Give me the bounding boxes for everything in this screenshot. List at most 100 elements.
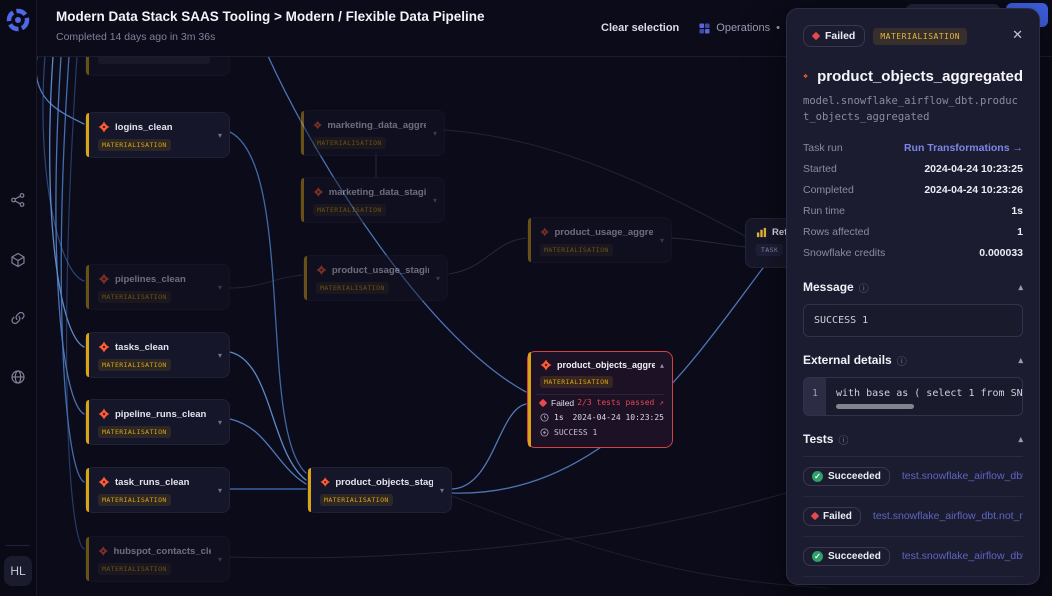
dbt-icon (320, 476, 330, 488)
line-number: 1 (804, 377, 826, 415)
pipeline-node-pipeline-runs-clean[interactable]: pipeline_runs_clean ▾ MATERIALISATION (85, 399, 230, 445)
node-type-badge: MATERIALISATION (98, 426, 171, 438)
node-label: task_runs_clean (115, 476, 190, 488)
dbt-icon (313, 119, 322, 131)
user-avatar[interactable]: HL (4, 556, 32, 586)
node-type-badge: MATERIALISATION (313, 137, 386, 149)
test-link[interactable]: test.snowflake_airflow_dbt.not_null_pr (872, 510, 1023, 522)
node-label: Refre (772, 227, 797, 238)
dbt-icon (313, 186, 324, 198)
field-row-rows-affected: Rows affected 1 (803, 226, 1023, 238)
test-status-badge: Failed (803, 506, 861, 526)
sql-code: with base as ( select 1 from SNOWFLAKE (826, 378, 1022, 415)
success-check-icon: ✓ (812, 550, 823, 562)
materialisation-accent-bar (86, 113, 89, 157)
chevron-down-icon[interactable]: ▾ (217, 351, 222, 360)
chevron-down-icon[interactable]: ▾ (432, 129, 437, 138)
info-icon[interactable]: ⓘ (896, 356, 907, 368)
tests-summary-link[interactable]: 2/3 tests passed ↗ (577, 398, 664, 407)
integrations-link-icon[interactable] (10, 310, 26, 326)
node-type-badge: MATERIALISATION (98, 563, 171, 575)
pipelines-dag-icon[interactable] (10, 192, 26, 208)
node-type-badge: MATERIALISATION (313, 204, 386, 216)
node-label: product_usage_staging (331, 264, 429, 276)
chevron-down-icon[interactable]: ▾ (217, 131, 222, 140)
node-type-badge: MATERIALISATION (540, 376, 613, 388)
pipeline-node-product-usage-staging[interactable]: product_usage_staging ▾ MATERIALISATION (303, 255, 448, 301)
pipeline-node-logins-clean[interactable]: logins_clean ▾ MATERIALISATION (85, 112, 230, 158)
chevron-down-icon[interactable]: ▾ (217, 486, 222, 495)
materialisation-accent-bar (86, 400, 89, 444)
model-path: model.snowflake_airflow_dbt.product_obje… (803, 95, 1018, 123)
chevron-down-icon[interactable]: ▾ (435, 274, 440, 283)
chevron-down-icon[interactable]: ▾ (217, 418, 222, 427)
app-logo[interactable] (6, 8, 30, 32)
tests-section: Tests ⓘ ▴ ✓ Succeeded test.snowflake_air… (803, 432, 1023, 577)
info-icon[interactable]: ⓘ (838, 435, 849, 447)
failed-diamond-icon (811, 31, 821, 41)
pipeline-node-tasks-clean[interactable]: tasks_clean ▾ MATERIALISATION (85, 332, 230, 378)
test-row: Failed test.snowflake_airflow_dbt.not_nu… (803, 497, 1023, 537)
test-status-badge: ✓ Succeeded (803, 546, 890, 566)
globe-icon[interactable] (10, 369, 26, 385)
node-skeleton-bar (98, 55, 210, 64)
field-row-run-time: Run time 1s (803, 205, 1023, 217)
dbt-icon (98, 408, 110, 420)
message-heading: Message (803, 280, 854, 294)
run-transformations-link[interactable]: Run Transformations → (903, 142, 1023, 154)
pipeline-node-product-usage-aggregated[interactable]: product_usage_aggregated ▾ MATERIALISATI… (527, 217, 672, 263)
products-cube-icon[interactable] (10, 252, 26, 268)
chevron-down-icon[interactable]: ▾ (659, 236, 664, 245)
chevron-down-icon[interactable]: ▾ (217, 283, 222, 292)
node-type-badge: MATERIALISATION (98, 291, 171, 303)
chevron-down-icon[interactable]: ▾ (439, 486, 444, 495)
dbt-icon (98, 476, 110, 488)
test-link[interactable]: test.snowflake_airflow_dbt.unique_pro (901, 470, 1023, 482)
operations-counter: Operations • 35 (699, 22, 798, 34)
message-icon (540, 428, 549, 437)
collapse-icon[interactable]: ▴ (1018, 281, 1023, 292)
pipeline-node-hubspot-contacts-clean[interactable]: hubspot_contacts_clean ▾ MATERIALISATION (85, 536, 230, 582)
collapse-icon[interactable]: ▴ (659, 360, 664, 370)
pipeline-node-marketing-data-aggregated[interactable]: marketing_data_aggregated ▾ MATERIALISAT… (300, 110, 445, 156)
materialisation-accent-bar (304, 256, 307, 300)
external-details-heading: External details (803, 353, 892, 367)
test-link[interactable]: test.snowflake_airflow_dbt.not_null_pr (901, 550, 1023, 562)
materialisation-accent-bar (528, 218, 531, 262)
horizontal-scrollbar[interactable] (836, 403, 914, 409)
close-icon[interactable]: ✕ (1012, 27, 1023, 42)
chevron-down-icon[interactable]: ▾ (217, 555, 222, 564)
materialisation-accent-bar (86, 265, 89, 309)
node-type-badge: MATERIALISATION (320, 494, 393, 506)
pipeline-node-pipelines-clean[interactable]: pipelines_clean ▾ MATERIALISATION (85, 264, 230, 310)
materialisation-accent-bar (301, 111, 304, 155)
pipeline-node-task-runs-clean[interactable]: task_runs_clean ▾ MATERIALISATION (85, 467, 230, 513)
collapse-icon[interactable]: ▴ (1018, 433, 1023, 444)
clear-selection-button[interactable]: Clear selection (601, 22, 680, 34)
pipeline-node-marketing-data-staging[interactable]: marketing_data_staging ▾ MATERIALISATION (300, 177, 445, 223)
chevron-down-icon[interactable]: ▾ (432, 196, 437, 205)
dbt-icon (98, 341, 110, 353)
dbt-icon (316, 264, 327, 276)
test-row: ✓ Succeeded test.snowflake_airflow_dbt.n… (803, 537, 1023, 577)
collapse-icon[interactable]: ▴ (1018, 354, 1023, 365)
test-status-badge: ✓ Succeeded (803, 466, 890, 486)
field-row-task-run: Task run Run Transformations → (803, 142, 1023, 154)
node-timestamp: 2024-04-24 10:23:25 (572, 413, 664, 422)
materialisation-accent-bar (86, 468, 89, 512)
node-type-badge: MATERIALISATION (316, 282, 389, 294)
task-type-badge: TASK (756, 244, 784, 256)
info-icon[interactable]: ⓘ (858, 283, 869, 295)
failed-diamond-icon (538, 398, 548, 407)
dbt-icon (98, 121, 110, 133)
node-detail-panel: Failed MATERIALISATION ✕ product_objects… (786, 8, 1040, 585)
run-status-subtitle: Completed 14 days ago in 3m 36s (56, 31, 216, 43)
panel-title: product_objects_aggregated (817, 67, 1023, 85)
node-type-badge: MATERIALISATION (98, 494, 171, 506)
node-label: pipelines_clean (115, 273, 186, 285)
node-label: product_objects_staging (335, 476, 433, 488)
pipeline-node-product-objects-aggregated-selected[interactable]: product_objects_aggregated ▴ MATERIALISA… (527, 351, 673, 448)
node-message: SUCCESS 1 (554, 428, 598, 437)
materialisation-badge: MATERIALISATION (873, 27, 968, 45)
pipeline-node-product-objects-staging[interactable]: product_objects_staging ▾ MATERIALISATIO… (307, 467, 452, 513)
